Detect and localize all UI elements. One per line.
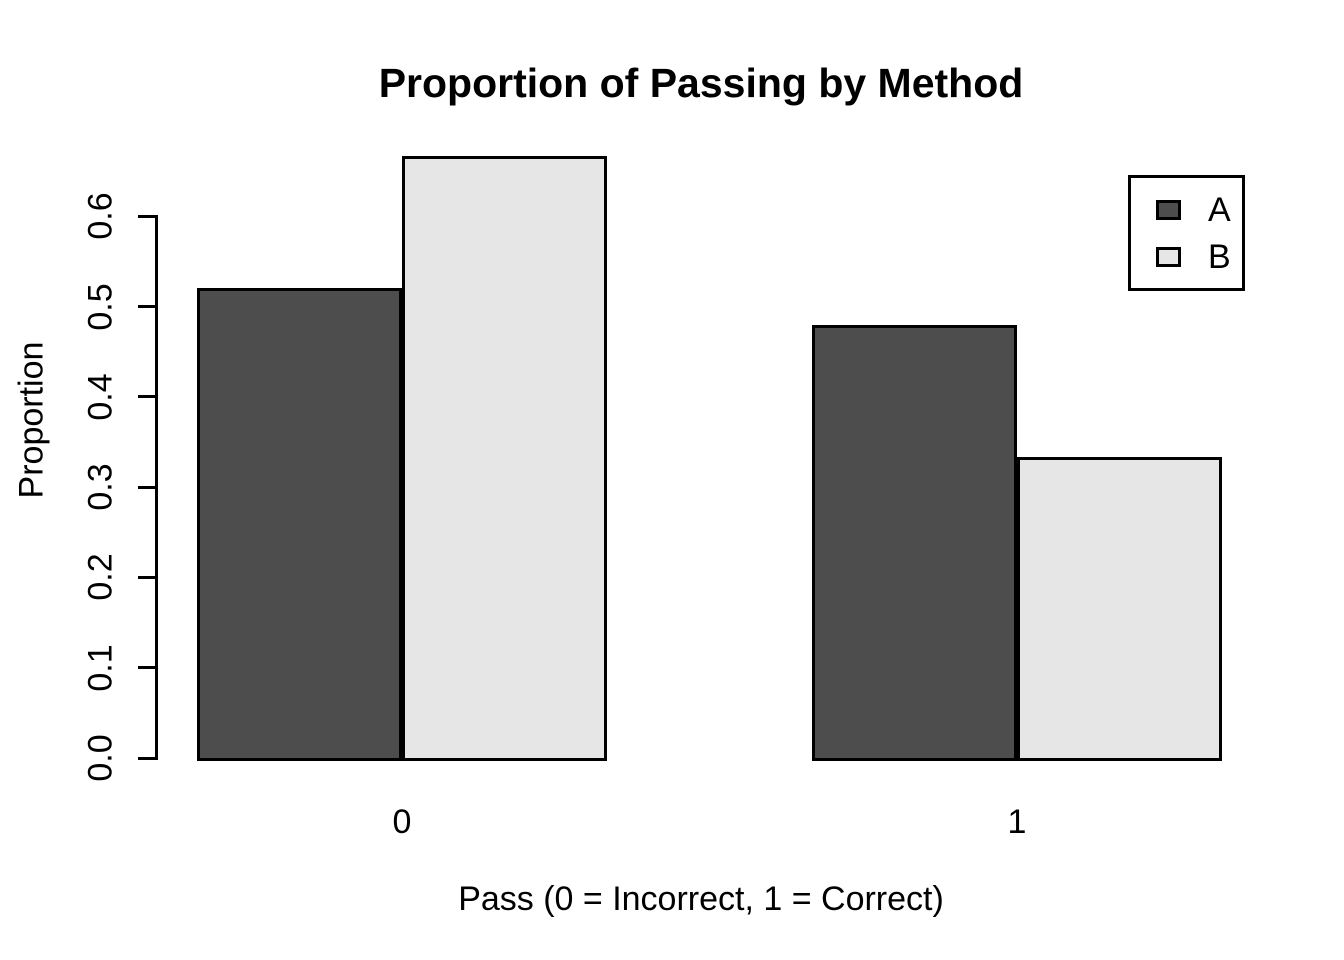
y-tick-label-text: 0.4 [81,373,120,421]
y-tick [138,756,157,760]
legend-label-B: B [1208,237,1231,276]
y-tick [138,666,157,670]
y-tick-label-text: 0.5 [81,282,120,331]
legend-swatch-A [1156,199,1181,220]
y-tick [138,575,157,579]
y-tick [138,485,157,489]
legend-label-A: A [1208,190,1231,229]
legend-entry-B: B [1156,240,1242,274]
bar-B-category-0 [402,155,607,761]
y-tick-label-text: 0.1 [81,644,120,692]
y-tick-label-text: 0.3 [81,463,120,511]
x-category-label-1: 1 [1007,803,1027,841]
bar-B-category-1 [1017,457,1222,761]
legend-entry-A: A [1156,193,1242,227]
chart-title: Proportion of Passing by Method [378,60,1024,106]
legend-swatch-B [1156,246,1181,267]
y-tick-label-text: 0.0 [81,734,120,782]
y-tick [138,214,157,218]
y-tick [138,395,157,399]
bar-A-category-1 [812,324,1017,761]
y-tick-label-text: 0.6 [81,192,120,240]
y-tick [138,305,157,308]
x-axis-title: Pass (0 = Incorrect, 1 = Correct) [458,880,944,918]
x-category-label-0: 0 [392,803,412,841]
bar-A-category-0 [197,288,402,761]
y-axis-title-text: Proportion [12,341,51,499]
y-tick-label-text: 0.2 [81,553,120,602]
